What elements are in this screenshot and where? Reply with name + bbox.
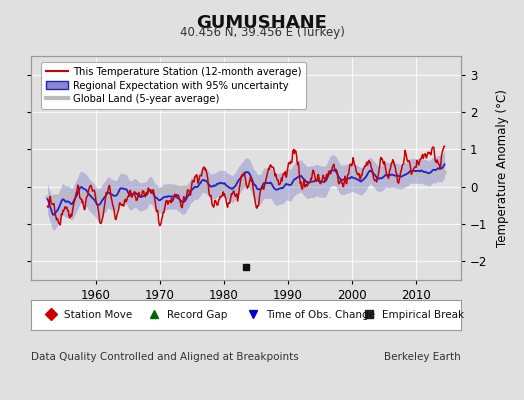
Text: Record Gap: Record Gap xyxy=(167,310,227,320)
Y-axis label: Temperature Anomaly (°C): Temperature Anomaly (°C) xyxy=(496,89,509,247)
Legend: This Temperature Station (12-month average), Regional Expectation with 95% uncer: This Temperature Station (12-month avera… xyxy=(41,62,306,109)
Text: 40.456 N, 39.456 E (Turkey): 40.456 N, 39.456 E (Turkey) xyxy=(180,26,344,39)
Text: Time of Obs. Change: Time of Obs. Change xyxy=(266,310,375,320)
Text: Empirical Break: Empirical Break xyxy=(381,310,464,320)
Text: Berkeley Earth: Berkeley Earth xyxy=(385,352,461,362)
Text: Data Quality Controlled and Aligned at Breakpoints: Data Quality Controlled and Aligned at B… xyxy=(31,352,299,362)
Text: GUMUSHANE: GUMUSHANE xyxy=(196,14,328,32)
Text: Station Move: Station Move xyxy=(63,310,132,320)
